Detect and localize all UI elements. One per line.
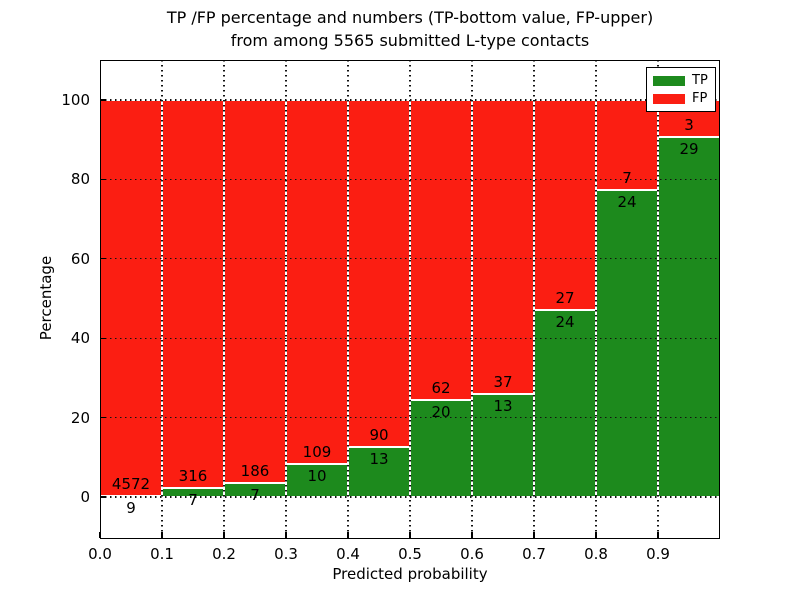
vertical-gridline bbox=[161, 60, 163, 539]
tp-count-label: 13 bbox=[369, 449, 389, 468]
tp-count-label: 29 bbox=[679, 140, 699, 159]
x-tick-label: 0.3 bbox=[274, 545, 298, 563]
vertical-gridline bbox=[595, 60, 597, 539]
vertical-gridline bbox=[471, 60, 473, 539]
legend-entry-fp: FP bbox=[653, 90, 709, 106]
x-tick-mark bbox=[657, 532, 659, 538]
tp-bar-segment bbox=[658, 137, 720, 497]
horizontal-gridline bbox=[100, 416, 720, 419]
tp-count-label: 9 bbox=[126, 499, 136, 518]
tp-count-label: 7 bbox=[188, 491, 198, 510]
fp-count-label: 7 bbox=[622, 168, 632, 187]
vertical-gridline bbox=[347, 60, 349, 539]
horizontal-gridline bbox=[100, 258, 720, 260]
fp-count-label: 27 bbox=[555, 289, 575, 308]
fp-legend-swatch bbox=[653, 93, 685, 104]
x-tick-label: 0.7 bbox=[522, 545, 546, 563]
fp-count-label: 316 bbox=[178, 467, 208, 486]
tp-count-label: 24 bbox=[617, 192, 637, 211]
x-tick-label: 0.9 bbox=[646, 545, 670, 563]
tp-bar-segment bbox=[596, 189, 658, 497]
x-tick-mark bbox=[347, 532, 349, 538]
y-tick-label: 40 bbox=[70, 329, 90, 348]
fp-bar-segment bbox=[534, 100, 596, 311]
plot-area: TP FP 4572 9 316 7 186 7 109 10 90 13 62 20 37 13 27 24… bbox=[99, 60, 720, 539]
x-tick-mark bbox=[595, 532, 597, 538]
horizontal-gridline bbox=[100, 496, 720, 498]
vertical-gridline bbox=[657, 60, 659, 539]
tp-bar-segment bbox=[348, 446, 410, 497]
tp-count-label: 10 bbox=[307, 466, 327, 485]
x-tick-mark bbox=[533, 532, 535, 538]
tp-legend-swatch bbox=[653, 75, 685, 86]
fp-bar-segment bbox=[348, 100, 410, 447]
horizontal-gridline bbox=[100, 99, 720, 101]
vertical-gridline bbox=[533, 60, 535, 539]
fp-bar-segment bbox=[100, 100, 162, 497]
fp-count-label: 37 bbox=[493, 372, 513, 391]
x-tick-label: 0.8 bbox=[584, 545, 608, 563]
horizontal-gridline bbox=[100, 178, 720, 181]
y-tick-mark bbox=[100, 99, 106, 101]
y-tick-label: 60 bbox=[70, 249, 90, 268]
x-tick-label: 0.1 bbox=[150, 545, 174, 563]
y-tick-mark bbox=[100, 416, 106, 419]
vertical-gridline bbox=[409, 60, 411, 539]
fp-bar-segment bbox=[224, 100, 286, 483]
fp-bar-segment bbox=[286, 100, 348, 464]
y-tick-label: 20 bbox=[70, 408, 90, 427]
y-tick-label: 80 bbox=[70, 170, 90, 189]
fp-count-label: 4572 bbox=[111, 475, 151, 494]
x-tick-mark bbox=[471, 532, 473, 538]
x-tick-mark bbox=[161, 532, 163, 538]
fp-count-label: 90 bbox=[369, 425, 389, 444]
x-tick-mark bbox=[285, 532, 287, 538]
chart-title-line2: from among 5565 submitted L-type contact… bbox=[230, 31, 590, 50]
fp-count-label: 3 bbox=[684, 116, 694, 135]
y-tick-label: 0 bbox=[80, 488, 90, 506]
tp-count-label: 24 bbox=[555, 313, 575, 332]
tp-legend-label: TP bbox=[692, 72, 708, 88]
x-tick-mark bbox=[409, 532, 411, 538]
x-tick-label: 0.2 bbox=[212, 545, 236, 563]
vertical-gridline bbox=[223, 60, 225, 539]
tp-count-label: 20 bbox=[431, 403, 451, 422]
vertical-gridline bbox=[285, 60, 287, 539]
y-tick-mark bbox=[100, 258, 106, 260]
tp-count-label: 7 bbox=[250, 485, 260, 504]
chart-title-line1: TP /FP percentage and numbers (TP-bottom… bbox=[166, 8, 654, 27]
x-tick-mark bbox=[99, 532, 101, 538]
fp-bar-segment bbox=[162, 100, 224, 489]
y-tick-mark bbox=[100, 178, 106, 181]
y-tick-mark bbox=[100, 496, 106, 498]
chart-title: TP /FP percentage and numbers (TP-bottom… bbox=[100, 6, 720, 52]
x-tick-mark bbox=[223, 532, 225, 538]
x-tick-label: 0.0 bbox=[88, 545, 112, 563]
legend: TP FP bbox=[646, 67, 716, 112]
y-tick-mark bbox=[100, 337, 106, 339]
fp-count-label: 109 bbox=[302, 442, 332, 461]
x-axis-label: Predicted probability bbox=[332, 565, 488, 583]
x-tick-label: 0.5 bbox=[398, 545, 422, 563]
y-tick-label: 100 bbox=[61, 91, 90, 109]
fp-bar-segment bbox=[410, 100, 472, 401]
x-tick-label: 0.4 bbox=[336, 545, 360, 563]
fp-count-label: 62 bbox=[431, 379, 451, 398]
fp-bar-segment bbox=[472, 100, 534, 394]
legend-entry-tp: TP bbox=[653, 72, 709, 88]
fp-count-label: 186 bbox=[240, 461, 270, 480]
fp-legend-label: FP bbox=[692, 90, 708, 106]
horizontal-gridline bbox=[100, 337, 720, 339]
x-tick-label: 0.6 bbox=[460, 545, 484, 563]
tp-count-label: 13 bbox=[493, 396, 513, 415]
